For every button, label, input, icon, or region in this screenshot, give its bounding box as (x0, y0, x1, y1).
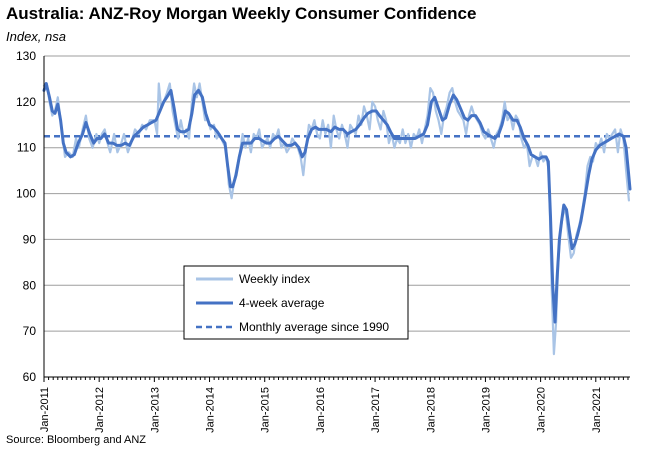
legend-label-avg: 4-week average (239, 296, 325, 310)
x-tick-label-Jan-2018: Jan-2018 (425, 387, 437, 433)
x-tick-label-Jan-2017: Jan-2017 (370, 387, 382, 433)
y-tick-label-90: 90 (23, 232, 37, 246)
y-tick-label-80: 80 (23, 278, 37, 292)
chart-title: Australia: ANZ-Roy Morgan Weekly Consume… (6, 4, 477, 23)
y-tick-label-110: 110 (17, 141, 36, 155)
x-tick-label-Jan-2016: Jan-2016 (315, 387, 327, 433)
gridlines (44, 55, 630, 332)
legend: Weekly index 4-week average Monthly aver… (183, 265, 409, 340)
x-tick-label-Jan-2012: Jan-2012 (94, 387, 106, 433)
x-tick-label-Jan-2021: Jan-2021 (591, 387, 603, 433)
source-note: Source: Bloomberg and ANZ (6, 434, 147, 446)
y-tick-label-100: 100 (16, 187, 36, 201)
series-line-4-week-average (42, 82, 632, 324)
series-layer (42, 82, 632, 356)
axes: 60 70 80 90 100 110 120 130 Jan-2011 Jan-2012 Jan-… (16, 49, 630, 433)
x-tick-label-Jan-2014: Jan-2014 (205, 387, 217, 433)
x-tick-label-Jan-2011: Jan-2011 (39, 387, 51, 432)
x-tick-label-Jan-2020: Jan-2020 (536, 387, 548, 433)
y-tick-label-70: 70 (23, 324, 37, 338)
x-tick-label-Jan-2013: Jan-2013 (149, 387, 161, 433)
legend-label-weekly: Weekly index (239, 272, 310, 286)
series-line-weekly-index (42, 82, 630, 356)
legend-label-ref: Monthly average since 1990 (239, 320, 389, 334)
y-tick-label-130: 130 (16, 49, 36, 63)
y-tick-label-60: 60 (23, 370, 37, 384)
y-tick-label-120: 120 (16, 95, 36, 109)
x-tick-label-Jan-2015: Jan-2015 (260, 387, 272, 433)
chart-subtitle: Index, nsa (6, 29, 66, 44)
x-tick-label-Jan-2019: Jan-2019 (480, 387, 492, 433)
